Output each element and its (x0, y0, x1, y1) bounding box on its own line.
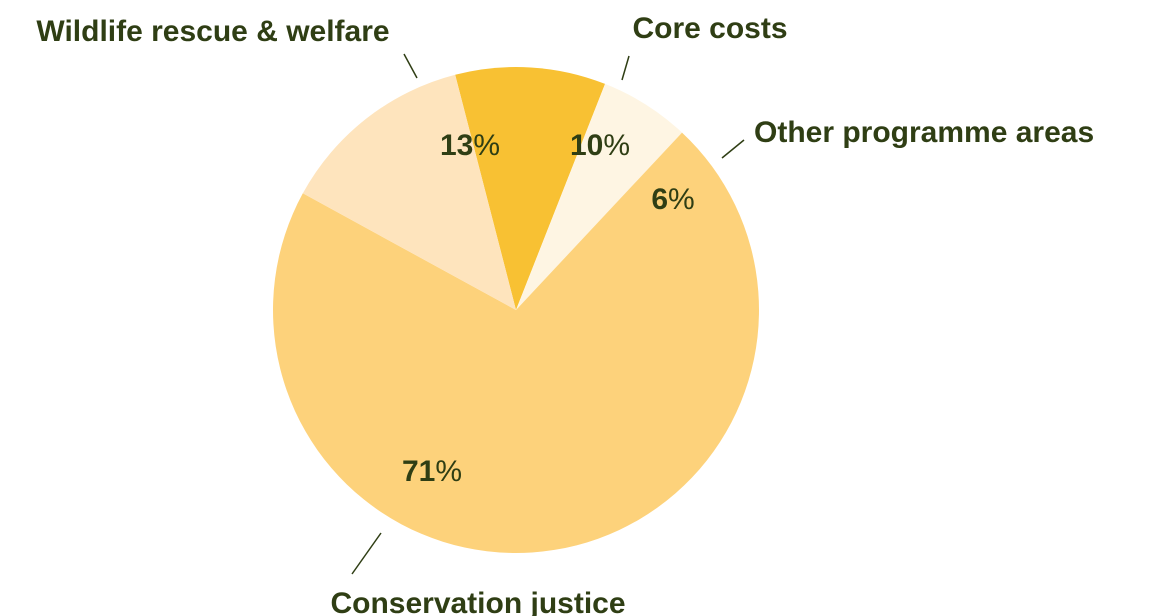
leader-line-wildlife-rescue-and-welfare (403, 53, 418, 79)
leader-line-conservation-justice (351, 532, 382, 575)
category-label-other-programme-areas: Other programme areas (754, 116, 1094, 149)
percent-label-wildlife-rescue-and-welfare: 13% (440, 129, 500, 162)
pie-slice-other-programme-areas (516, 83, 683, 310)
leader-line-other-programme-areas (721, 139, 745, 159)
category-label-core-costs: Core costs (632, 12, 787, 45)
pie-slice-core-costs (455, 67, 606, 310)
percent-label-other-programme-areas: 6% (651, 183, 694, 216)
percent-label-conservation-justice: 71% (402, 455, 462, 488)
percent-label-core-costs: 10% (570, 129, 630, 162)
category-label-conservation-justice: Conservation justice (330, 587, 625, 616)
percent-labels: 10% 6% 71% 13% (402, 129, 695, 488)
pie-slice-wildlife-rescue-and-welfare (302, 74, 516, 311)
pie-slice-conservation-justice (273, 132, 760, 553)
leader-lines (351, 53, 745, 575)
leader-line-core-costs (621, 55, 630, 81)
category-label-wildlife-rescue-and-welfare: Wildlife rescue & welfare (36, 15, 389, 48)
category-labels: Core costs Other programme areas Conservat… (36, 12, 1094, 616)
pie-slices (273, 67, 760, 553)
